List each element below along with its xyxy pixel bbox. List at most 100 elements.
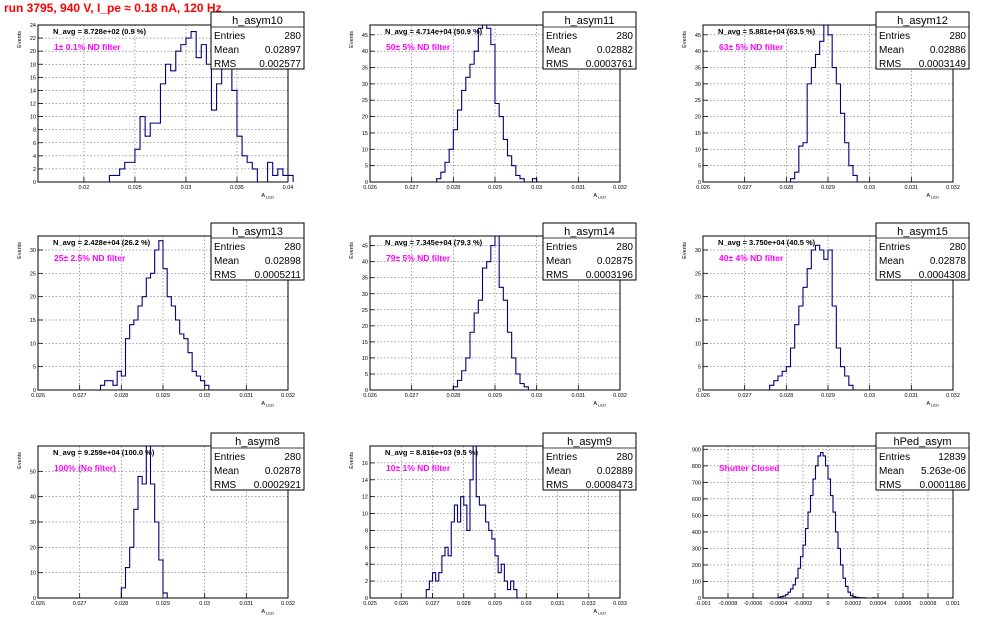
filter-label: Shutter Closed [719,463,779,473]
x-tick-label: 0.031 [571,393,585,399]
stats-value: 0.0003761 [586,59,634,70]
y-tick-label: 25 [30,271,36,277]
stats-label: Entries [214,242,245,253]
x-tick-label: 0.032 [613,185,627,191]
x-tick-label: 0.035 [230,185,244,191]
y-tick-label: 25 [695,271,701,277]
y-tick-label: 10 [30,341,36,347]
filter-label: 50± 5% ND filter [386,42,451,52]
x-axis-title: A LED [593,401,606,408]
x-tick-label: 0.027 [73,601,87,607]
y-tick-label: 15 [30,318,36,324]
y-tick-label: 500 [692,513,701,519]
x-axis-title: A LED [926,193,939,200]
y-axis-title: Events [349,242,355,259]
filter-label: 79± 5% ND filter [386,253,451,263]
x-tick-label: 0.027 [738,185,752,191]
stats-box [210,11,305,70]
histogram-name: h_asym14 [564,226,615,238]
stats-value: 0.02898 [265,256,302,267]
histogram-line [452,235,529,390]
histogram-pad-h_asym9: 0.025 0.026 0.027 0.028 0.029 0.03 0.031 0.032 0… [349,432,637,616]
y-tick-label: 45 [362,244,368,250]
x-tick-label: 0.029 [488,601,502,607]
x-tick-label: -0.0006 [744,601,763,607]
x-tick-label: 0.028 [446,393,460,399]
x-tick-label: -0.0002 [794,601,813,607]
histogram-line [425,445,518,598]
y-tick-label: 12 [30,102,36,108]
y-tick-label: 10 [362,147,368,153]
y-tick-label: 40 [362,260,368,266]
y-tick-label: 100 [692,579,701,585]
x-tick-label: 0.03 [531,185,542,191]
x-tick-label: 0.026 [31,393,45,399]
y-tick-label: 14 [362,478,368,484]
stats-value: 280 [284,31,301,42]
y-tick-label: 0 [365,180,368,186]
histogram-line [436,24,538,183]
stats-value: 5.263e-06 [921,466,966,477]
y-tick-label: 25 [695,98,701,104]
stats-box [542,11,637,70]
stats-value: 0.0002921 [254,480,302,491]
x-tick-label: 0.029 [821,185,835,191]
x-axis-title: A LED [261,401,274,408]
stats-box [875,11,970,70]
y-tick-label: 10 [362,512,368,518]
y-tick-label: 40 [30,495,36,501]
x-axis-title: A LED [261,193,274,200]
x-tick-label: 0.02 [79,185,90,191]
histogram-name: h_asym13 [232,226,283,238]
histogram-pad-h_asym14: 0.026 0.027 0.028 0.029 0.03 0.031 0.032 0 5 10 15… [349,222,637,408]
y-tick-label: 20 [695,115,701,121]
filter-label: 40± 4% ND filter [719,253,784,263]
stats-label: Entries [214,31,245,42]
y-tick-label: 10 [30,115,36,121]
y-tick-label: 12 [362,495,368,501]
y-tick-label: 10 [695,341,701,347]
y-tick-label: 15 [695,318,701,324]
filter-label: 100% (No filter) [54,463,116,473]
stats-value: 12839 [938,452,966,463]
y-tick-label: 18 [30,62,36,68]
histogram-name: h_asym15 [897,226,948,238]
run-title: run 3795, 940 V, I_pe ≈ 0.18 nA, 120 Hz [4,1,222,15]
stats-value: 0.002577 [259,59,301,70]
x-tick-label: -0.0004 [769,601,788,607]
histogram-name: h_asym10 [232,15,283,27]
filter-label: 25± 2.5% ND filter [54,253,126,263]
stats-label: Mean [214,45,239,56]
x-tick-label: 0.031 [904,185,918,191]
y-tick-label: 35 [695,66,701,72]
stats-value: 280 [616,31,633,42]
stats-label: RMS [546,59,569,70]
y-axis-title: Events [17,452,23,469]
y-tick-label: 0 [365,388,368,394]
y-tick-label: 0 [365,596,368,602]
stats-value: 280 [949,242,966,253]
x-tick-label: 0.03 [181,185,192,191]
y-tick-label: 20 [30,49,36,55]
x-tick-label: 0.0004 [870,601,887,607]
stats-label: Mean [546,45,571,56]
histogram-name: h_asym11 [565,15,615,27]
y-tick-label: 10 [30,571,36,577]
stats-value: 280 [949,31,966,42]
y-tick-label: 400 [692,530,701,536]
y-tick-label: 0 [33,596,36,602]
stats-label: Entries [879,242,910,253]
filter-label: 63± 5% ND filter [719,42,784,52]
y-tick-label: 600 [692,497,701,503]
y-tick-label: 0 [33,180,36,186]
histogram-name: h_asym9 [567,436,612,448]
y-tick-label: 30 [695,82,701,88]
y-axis-title: Events [682,242,688,259]
y-axis-title: Events [17,242,23,259]
x-tick-label: 0.029 [156,393,170,399]
x-tick-label: 0.04 [283,185,294,191]
y-tick-label: 20 [362,115,368,121]
y-tick-label: 0 [33,388,36,394]
stats-label: Entries [546,452,577,463]
x-tick-label: 0.03 [199,601,210,607]
